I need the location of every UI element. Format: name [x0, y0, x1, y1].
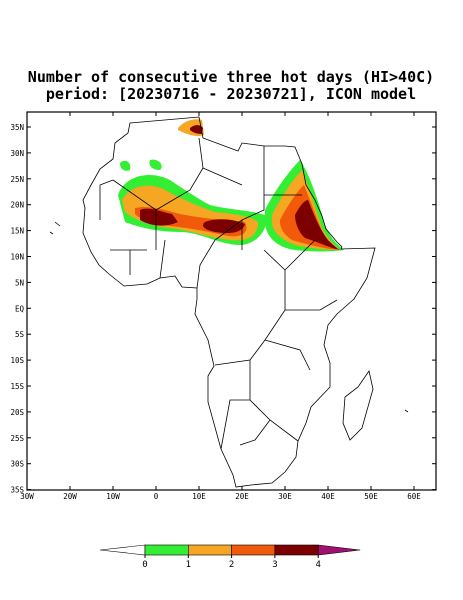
axis-ticks: 35N 30N 25N 20N 15N 10N 5N EQ 5S 10S 15S 20S 25S 30S 3…	[10, 112, 436, 501]
lat-label: 10N	[10, 253, 24, 262]
colorbar-box	[188, 544, 232, 556]
lat-label: 30N	[10, 149, 24, 158]
lat-label: 20S	[10, 408, 24, 417]
lon-label: 40E	[321, 492, 335, 501]
colorbar: 0 1 2 3 4	[99, 544, 361, 570]
lat-label: 10S	[10, 356, 24, 365]
subtitle: period: [20230716 - 20230721], ICON mode…	[46, 85, 416, 103]
lon-label: 10E	[192, 492, 206, 501]
colorbar-label: 0	[142, 560, 147, 570]
lon-label: 0	[154, 492, 159, 501]
lon-label: 30W	[20, 492, 34, 501]
lon-label: 30E	[278, 492, 292, 501]
colorbar-box	[231, 544, 276, 556]
lat-label: 15S	[10, 382, 24, 391]
lat-label: 20N	[10, 201, 24, 210]
colorbar-end-high	[317, 544, 361, 556]
lon-label: 10W	[106, 492, 120, 501]
lat-label: 35S	[10, 486, 24, 495]
hot-day-shading	[118, 119, 344, 252]
colorbar-box	[274, 544, 319, 556]
colorbar-label: 2	[229, 560, 234, 570]
colorbar-label: 1	[186, 560, 191, 570]
colorbar-end-low	[99, 544, 146, 556]
lat-label: 25S	[10, 434, 24, 443]
lon-label: 50E	[364, 492, 378, 501]
map-frame	[26, 111, 437, 491]
lon-label: 20W	[63, 492, 77, 501]
title: Number of consecutive three hot days (HI…	[28, 68, 434, 86]
lat-label: 25N	[10, 175, 24, 184]
colorbar-label: 3	[272, 560, 277, 570]
colorbar-box	[144, 544, 189, 556]
lat-label: 15N	[10, 227, 24, 236]
lat-label: 35N	[10, 123, 24, 132]
lon-label: 20E	[235, 492, 249, 501]
colorbar-label: 4	[315, 560, 320, 570]
lat-label: EQ	[15, 304, 25, 313]
coastlines-and-borders	[49, 116, 409, 488]
lat-label: 30S	[10, 460, 24, 469]
lat-label: 5N	[15, 278, 24, 287]
lon-label: 60E	[407, 492, 421, 501]
lat-label: 5S	[15, 330, 25, 339]
